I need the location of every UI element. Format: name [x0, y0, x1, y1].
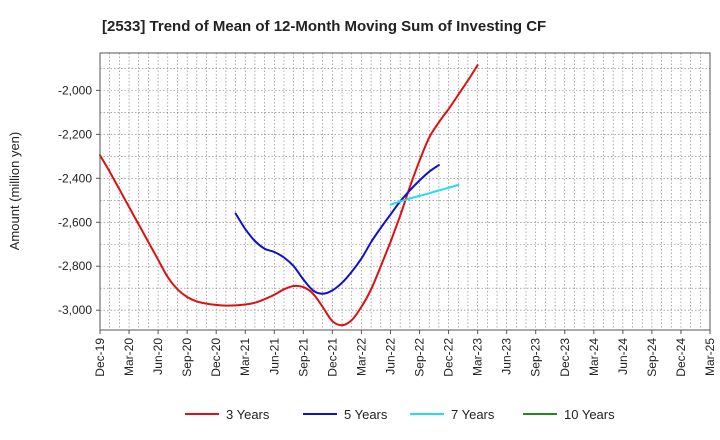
x-tick-label: Sep-20	[180, 338, 194, 377]
series-line-5-years	[234, 164, 440, 295]
series-lines	[99, 64, 479, 327]
x-tick-label: Jun-24	[616, 338, 630, 375]
x-tick-label: Sep-21	[296, 338, 310, 377]
x-tick-label: Mar-23	[471, 338, 485, 376]
chart-title: [2533] Trend of Mean of 12-Month Moving …	[102, 18, 546, 35]
x-tick-label: Mar-24	[587, 338, 601, 376]
legend-label: 5 Years	[344, 407, 388, 422]
y-tick-labels: -3,000 -2,800 -2,600 -2,400 -2,200 -2,000	[58, 83, 100, 317]
plot-background	[100, 53, 710, 330]
x-tick-label: Mar-25	[703, 338, 717, 376]
x-tick-label: Mar-22	[354, 338, 368, 376]
y-tick-label: -2,200	[58, 127, 92, 141]
legend-label: 7 Years	[451, 407, 495, 422]
y-tick-label: -2,000	[58, 83, 92, 97]
x-tick-label: Dec-24	[674, 338, 688, 377]
y-tick-label: -2,400	[58, 171, 92, 185]
y-tick-label: -2,600	[58, 215, 92, 229]
x-tick-label: Jun-22	[383, 338, 397, 375]
plot-frame	[99, 52, 711, 331]
y-tick-label: -3,000	[58, 303, 92, 317]
x-tick-label: Dec-20	[209, 338, 223, 377]
x-tick-label: Mar-21	[238, 338, 252, 376]
legend-label: 3 Years	[226, 407, 270, 422]
x-tick-label: Sep-24	[645, 338, 659, 377]
x-tick-label: Jun-23	[500, 338, 514, 375]
y-grid	[100, 68, 710, 311]
y-axis-label: Amount (million yen)	[7, 132, 22, 251]
series-line-3-years	[99, 64, 479, 327]
x-tick-label: Dec-19	[93, 338, 107, 377]
x-tick-label: Dec-22	[442, 338, 456, 377]
x-tick-label: Mar-20	[122, 338, 136, 376]
legend-label: 10 Years	[564, 407, 615, 422]
series-line-7-years	[389, 183, 460, 206]
x-tick-label: Sep-23	[529, 338, 543, 377]
x-tick-label: Dec-23	[558, 338, 572, 377]
x-tick-label: Sep-22	[413, 338, 427, 377]
legend: 3 Years 5 Years 7 Years 10 Years	[185, 407, 615, 422]
x-grid	[99, 53, 711, 330]
y-tick-label: -2,800	[58, 259, 92, 273]
x-tick-label: Jun-21	[267, 338, 281, 375]
x-tick-label: Jun-20	[151, 338, 165, 375]
x-tick-labels: Dec-19 Mar-20 Jun-20 Sep-20 Dec-20 Mar-21 Jun-…	[93, 330, 717, 377]
x-tick-label: Dec-21	[325, 338, 339, 377]
